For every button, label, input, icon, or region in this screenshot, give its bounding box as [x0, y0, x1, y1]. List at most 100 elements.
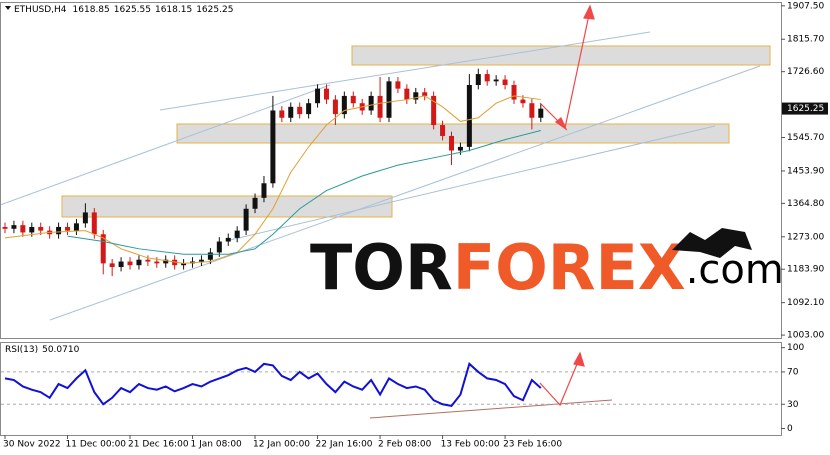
y-tick-label: 1273.00 [787, 232, 824, 242]
candle-body [65, 226, 71, 231]
watermark: TORFOREX.com [310, 228, 784, 304]
y-tick-label: 1815.70 [787, 35, 824, 45]
candle-body [136, 259, 142, 266]
moving-average [4, 95, 541, 264]
trend-line [229, 125, 716, 241]
candle-body [332, 99, 338, 115]
candle-body [243, 208, 249, 231]
zone [351, 45, 771, 66]
candle-body [350, 95, 356, 104]
candle-body [502, 79, 508, 85]
candle-body [163, 259, 169, 264]
trend-line [49, 65, 761, 321]
candle-body [288, 106, 294, 118]
candle-body [395, 81, 401, 89]
y-tick-label: 1183.90 [787, 265, 824, 275]
candle-body [2, 226, 8, 229]
candle-body [56, 226, 62, 235]
candle-body [520, 99, 526, 104]
candle-body [341, 95, 347, 115]
watermark-part: FOREX [453, 231, 686, 304]
candle-body [100, 234, 106, 264]
candle-body [413, 92, 419, 100]
candle-body [127, 261, 133, 266]
y-tick-label: 100 [787, 343, 804, 353]
low-readout: 1618.15 [155, 5, 192, 15]
high-readout: 1625.55 [114, 5, 151, 15]
y-tick-label: 1364.80 [787, 199, 824, 209]
candle-body [91, 212, 97, 235]
annotations [0, 31, 771, 419]
open-readout: 1618.85 [73, 5, 110, 15]
price-label-bg [782, 102, 828, 115]
candle-body [529, 103, 535, 118]
x-tick-label: 21 Dec 16:00 [128, 440, 189, 450]
candle-body [216, 241, 222, 253]
watermark-part: .com [686, 247, 784, 293]
candle-body [422, 92, 428, 96]
candle-body [475, 74, 481, 85]
x-tick-label: 2 Feb 08:00 [378, 440, 432, 450]
rsi-title: RSI(13) 50.0710 [5, 345, 80, 355]
y-tick-label: 70 [787, 367, 799, 377]
candle-body [109, 263, 115, 268]
y-tick-label: 30 [787, 400, 799, 410]
candle-body [261, 183, 267, 198]
candle-body [377, 95, 383, 118]
chart-title: ETHUSD,H4 1618.85 1625.55 1618.15 1625.25 [14, 5, 233, 15]
watermark-text: TORFOREX.com [310, 231, 784, 304]
y-tick-label: 1545.70 [787, 133, 824, 143]
candle-body [440, 125, 446, 136]
x-tick-label: 23 Feb 16:00 [503, 440, 562, 450]
trend-line [0, 84, 331, 206]
y-tick-label: 1003.00 [787, 331, 824, 341]
trend-line [369, 399, 613, 419]
rsi-readout: 50.0710 [42, 345, 79, 355]
candle-body [493, 79, 499, 82]
x-tick-label: 30 Nov 2022 [3, 440, 61, 450]
candle-body [323, 88, 329, 100]
x-tick-label: 11 Dec 00:00 [66, 440, 127, 450]
y-tick-label: 1092.10 [787, 298, 824, 308]
candle-body [538, 108, 544, 118]
y-tick-label: 0 [787, 424, 793, 434]
menu-icon[interactable] [5, 6, 11, 10]
candle-body [511, 84, 517, 100]
close-readout: 1625.25 [196, 5, 233, 15]
price-label: 1625.25 [787, 104, 824, 114]
candle-body [466, 84, 472, 147]
arrow-head [583, 4, 595, 20]
candle-body [297, 106, 303, 115]
candle-body [484, 74, 490, 82]
candle-body [368, 95, 374, 111]
candle-body [20, 225, 26, 233]
symbol: ETHUSD,H4 [14, 5, 67, 15]
zone [61, 195, 393, 218]
candle-body [118, 261, 124, 268]
x-tick-label: 1 Jan 08:00 [191, 440, 243, 450]
rsi-line [4, 362, 542, 407]
candle-body [82, 212, 88, 224]
candle-body [154, 261, 160, 264]
rsi-name: RSI(13) [5, 345, 38, 355]
candle-body [457, 146, 463, 151]
candle-body [181, 263, 187, 266]
candle-body [449, 135, 454, 151]
arrow-head [554, 117, 568, 131]
bull-icon [672, 228, 752, 258]
candle-body [29, 226, 35, 233]
watermark-part: TOR [310, 231, 453, 304]
candle-body [11, 225, 17, 229]
y-tick-label: 1726.60 [787, 67, 824, 77]
candle-body [315, 88, 321, 104]
candle-body [386, 81, 392, 118]
rsi-frame [0, 342, 782, 436]
candle-body [225, 237, 231, 242]
arrow-head [573, 351, 585, 367]
candle-body [270, 110, 276, 184]
candle-body [431, 95, 437, 126]
x-tick-label: 22 Jan 16:00 [316, 440, 373, 450]
moving-average [67, 130, 541, 255]
